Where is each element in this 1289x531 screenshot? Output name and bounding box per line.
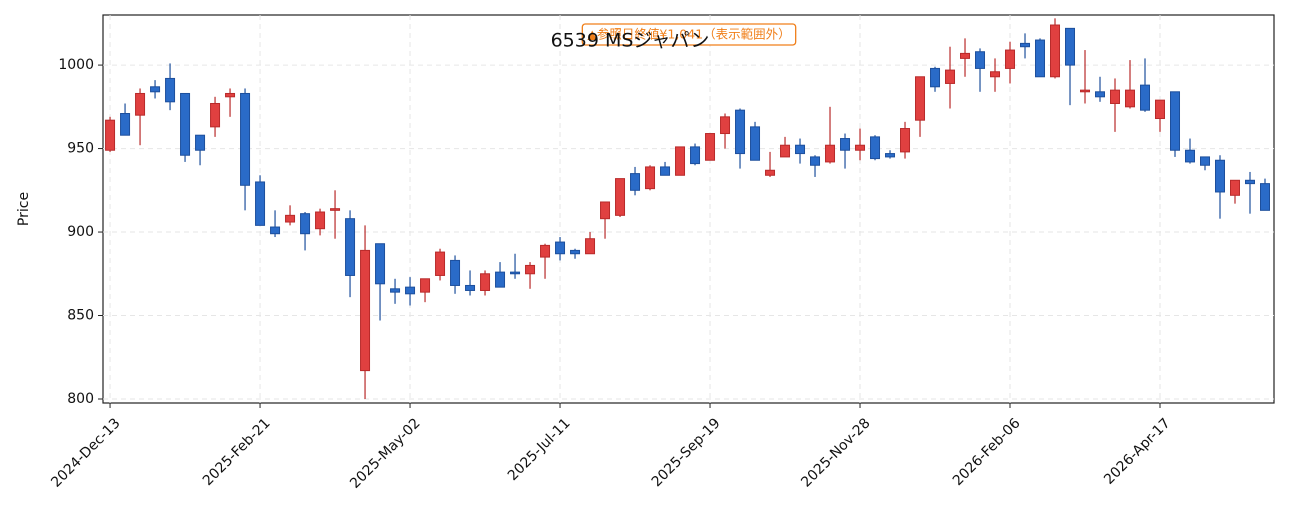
candle-body	[1200, 156, 1211, 166]
candle-body	[465, 284, 476, 291]
candle-body	[195, 134, 206, 151]
candle-body	[330, 208, 341, 211]
candle-body	[360, 249, 371, 372]
candle-body	[150, 86, 161, 93]
candle-body	[750, 126, 761, 161]
candle-body	[960, 52, 971, 59]
y-tick-label: 800	[67, 391, 94, 407]
candle-body	[225, 92, 236, 98]
candle-body	[495, 271, 506, 288]
plot-frame	[102, 14, 1275, 404]
grid	[103, 15, 1274, 403]
candle-body	[870, 136, 881, 160]
candle-body	[810, 156, 821, 166]
candle-body	[405, 286, 416, 295]
candle-body	[945, 69, 956, 84]
candle-body	[240, 92, 251, 186]
candle-body	[1080, 89, 1091, 93]
candle-body	[525, 264, 536, 275]
candle-body	[630, 173, 641, 191]
candle-body	[1215, 159, 1226, 193]
candle-body	[1185, 149, 1196, 163]
candle-body	[1155, 99, 1166, 120]
candle-body	[345, 218, 356, 276]
y-axis-label: Price	[16, 192, 32, 226]
candle-body	[480, 273, 491, 291]
y-tick-label: 950	[67, 141, 94, 157]
candle-body	[570, 249, 581, 255]
candle-body	[585, 238, 596, 255]
candle-body	[315, 211, 326, 230]
candle-body	[255, 181, 266, 226]
candle-body	[615, 178, 626, 216]
candle-body	[675, 146, 686, 176]
x-tick-label: 2025-Nov-28	[798, 415, 873, 490]
candle-body	[510, 271, 521, 275]
candle-body	[1035, 39, 1046, 78]
candle-body	[120, 113, 131, 136]
y-tick-label: 900	[67, 224, 94, 240]
candle-body	[780, 144, 791, 158]
candle-body	[1230, 179, 1241, 196]
candle-body	[450, 259, 461, 286]
x-tick-label: 2025-May-02	[347, 415, 424, 492]
y-tick-label: 1000	[58, 57, 94, 73]
candle-body	[270, 226, 281, 235]
candle-body	[1020, 42, 1031, 48]
candle-body	[555, 241, 566, 255]
x-tick-label: 2025-Sep-19	[649, 415, 724, 490]
candle-body	[1170, 91, 1181, 151]
candle-body	[660, 166, 671, 176]
candle-body	[1110, 89, 1121, 104]
candle-body	[600, 201, 611, 220]
x-tick-label: 2024-Dec-13	[48, 415, 123, 490]
candle-body	[1095, 91, 1106, 98]
candle-body	[1245, 179, 1256, 185]
candle-body	[975, 51, 986, 69]
candle-body	[1065, 27, 1076, 66]
candle-body	[285, 214, 296, 223]
candle-body	[795, 144, 806, 155]
candle-body	[840, 138, 851, 151]
candle-body	[930, 67, 941, 88]
candle-body	[1125, 89, 1136, 108]
candle-body	[990, 71, 1001, 78]
annotation: ▲参照日終値¥1,041（表示範囲外）	[587, 27, 790, 42]
candle-body	[1140, 84, 1151, 111]
candle-body	[435, 251, 446, 276]
x-tick-label: 2026-Apr-17	[1101, 415, 1174, 488]
candle-body	[105, 119, 116, 151]
candle-body	[885, 153, 896, 158]
candle-body	[135, 92, 146, 116]
candle-body	[765, 169, 776, 176]
candle-body	[1005, 49, 1016, 69]
x-tick-label: 2025-Feb-21	[200, 415, 274, 489]
x-tick-label: 2026-Feb-06	[950, 415, 1024, 489]
candle-body	[420, 278, 431, 293]
chart-title: 6539 MSジャパン	[551, 30, 710, 52]
annotation-box	[581, 23, 797, 46]
candle-body	[210, 102, 221, 128]
candle-body	[855, 144, 866, 151]
candle-body	[180, 92, 191, 156]
candle-body	[735, 109, 746, 155]
candle-body	[540, 244, 551, 258]
candle-body	[690, 146, 701, 165]
candle-body	[390, 288, 401, 293]
candle-body	[900, 128, 911, 153]
candle-body	[1050, 24, 1061, 78]
candle-body	[375, 243, 386, 285]
candle-body	[165, 77, 176, 103]
candle-body	[720, 116, 731, 135]
y-tick-label: 850	[67, 308, 94, 324]
candle-body	[1260, 183, 1271, 211]
candle-body	[825, 144, 836, 163]
candle-body	[300, 213, 311, 235]
x-tick-label: 2025-Jul-11	[505, 415, 574, 484]
candle-body	[915, 76, 926, 121]
candle-body	[705, 133, 716, 161]
candle-body	[645, 166, 656, 190]
